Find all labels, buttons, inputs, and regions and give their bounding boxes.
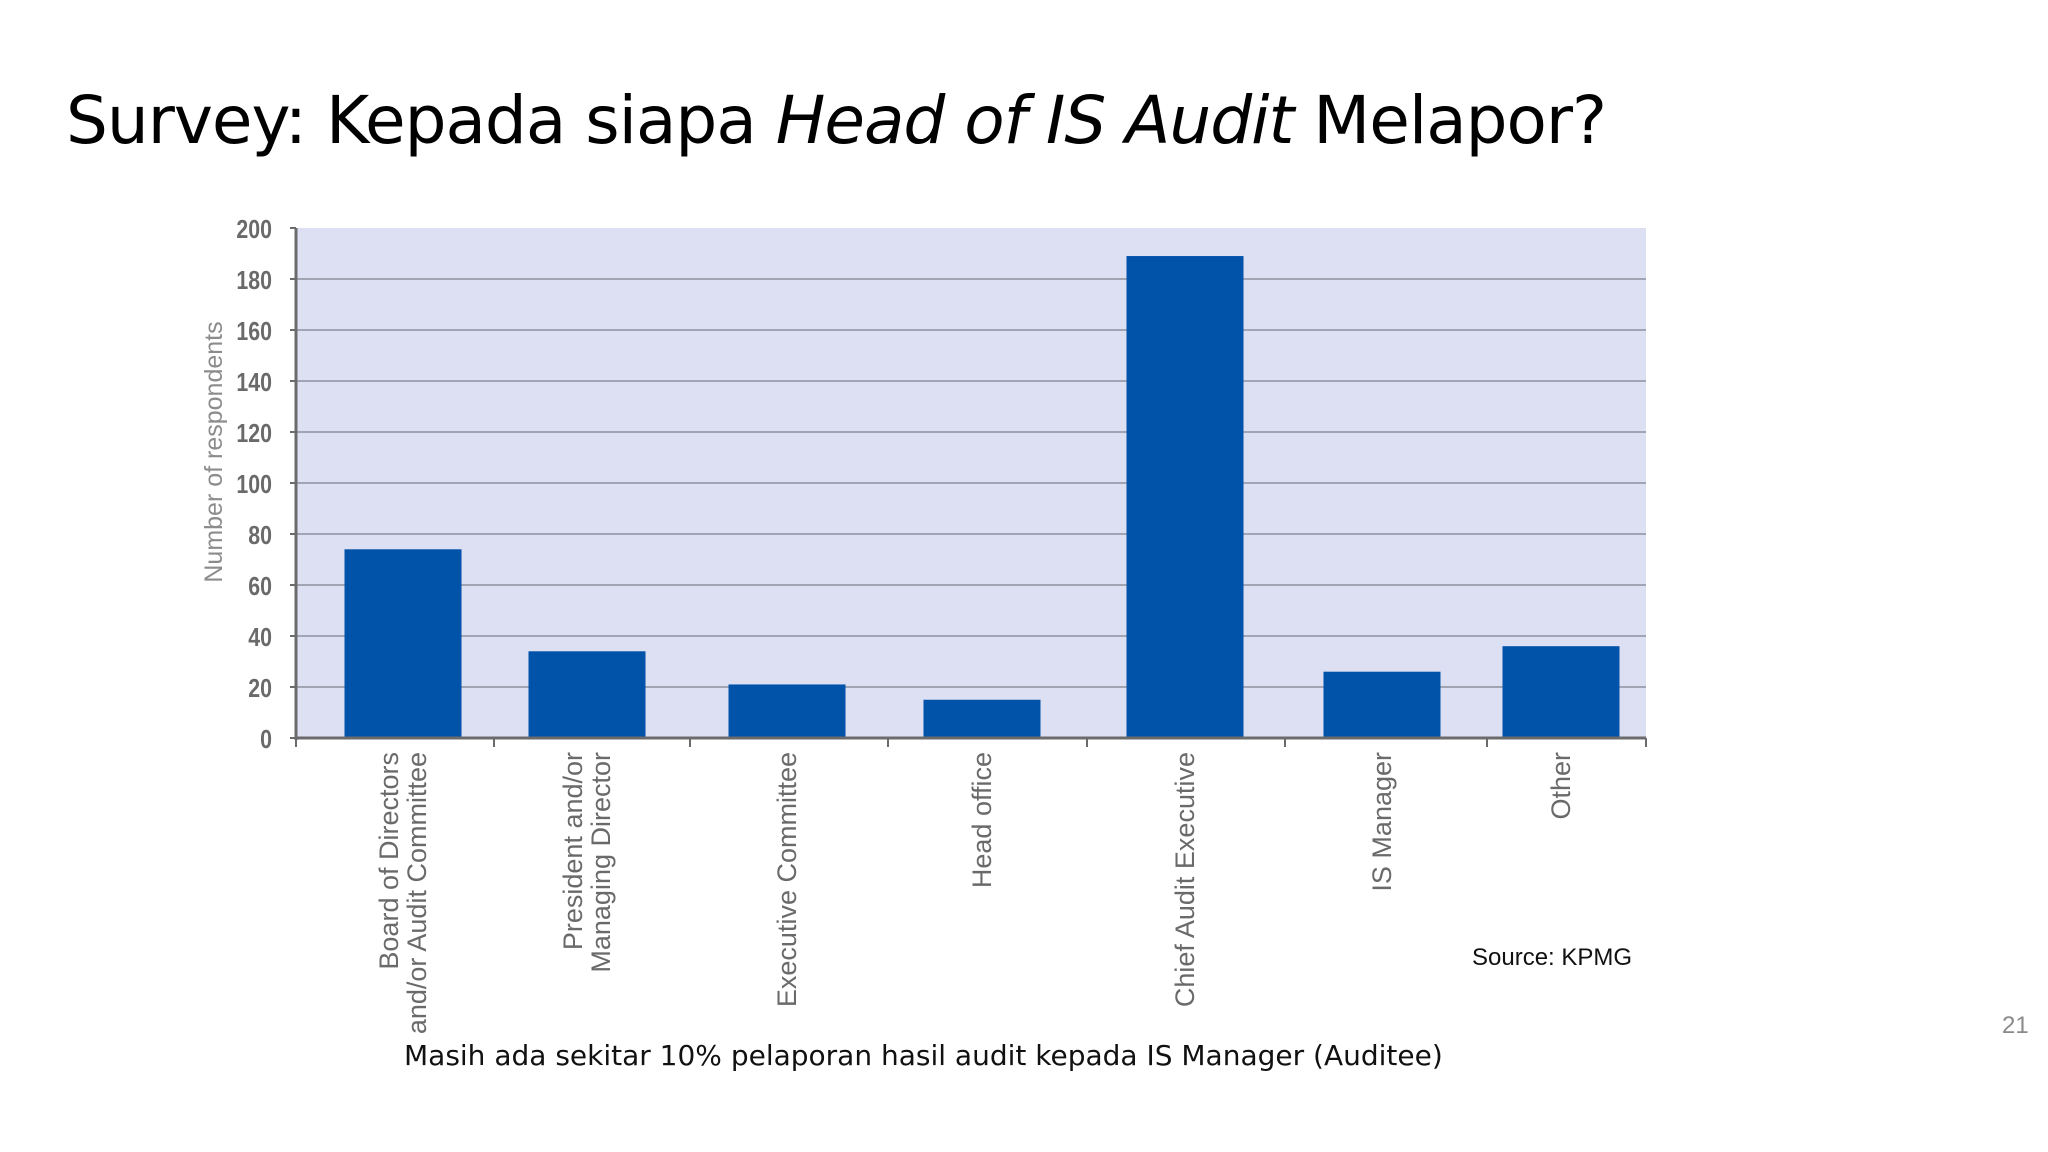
- title-text-end: Melapor?: [1293, 82, 1607, 159]
- slide-caption: Masih ada sekitar 10% pelaporan hasil au…: [404, 1039, 1443, 1072]
- x-tick-label: Head office: [967, 752, 997, 888]
- x-tick-label: Managing Director: [586, 752, 616, 973]
- x-tick-label: Executive Committee: [772, 752, 802, 1007]
- y-tick-label: 200: [236, 215, 272, 245]
- x-tick-label: IS Manager: [1367, 752, 1397, 892]
- x-tick-label: Chief Audit Executive: [1170, 752, 1200, 1007]
- source-note: Source: KPMG: [1472, 944, 1633, 971]
- y-tick-label: 100: [236, 470, 272, 500]
- y-tick-label: 60: [248, 572, 272, 602]
- y-tick-label: 20: [248, 674, 272, 704]
- slide-title: Survey: Kepada siapa Head of IS Audit Me…: [66, 88, 1607, 154]
- bar: [923, 699, 1041, 738]
- bar: [1502, 646, 1620, 738]
- y-tick-label: 160: [236, 317, 272, 347]
- x-tick-label: Other: [1546, 752, 1576, 820]
- y-tick-label: 120: [236, 419, 272, 449]
- y-axis-label: Number of respondents: [200, 321, 228, 582]
- y-tick-labels: 0 20 40 60 80 100 120 140 160 180 200: [236, 215, 272, 755]
- bar: [1323, 671, 1441, 738]
- x-tick-label: and/or Audit Committee: [402, 752, 432, 1034]
- title-text-italic: Head of IS Audit: [775, 82, 1295, 159]
- bars: [344, 256, 1620, 738]
- y-tick-label: 40: [248, 623, 272, 653]
- y-tick-label: 0: [260, 725, 272, 755]
- bar: [528, 651, 646, 738]
- page-number: 21: [2002, 1012, 2029, 1039]
- y-tick-label: 80: [248, 521, 272, 551]
- bar: [344, 549, 462, 738]
- bar: [1126, 256, 1244, 738]
- x-tick-label: President and/or: [558, 752, 588, 950]
- y-tick-label: 180: [236, 266, 272, 296]
- bar: [728, 684, 846, 738]
- y-tick-label: 140: [236, 368, 272, 398]
- axes: [294, 228, 1647, 747]
- title-text-start: Survey: Kepada siapa: [66, 82, 776, 159]
- x-tick-label: Board of Directors: [374, 752, 404, 970]
